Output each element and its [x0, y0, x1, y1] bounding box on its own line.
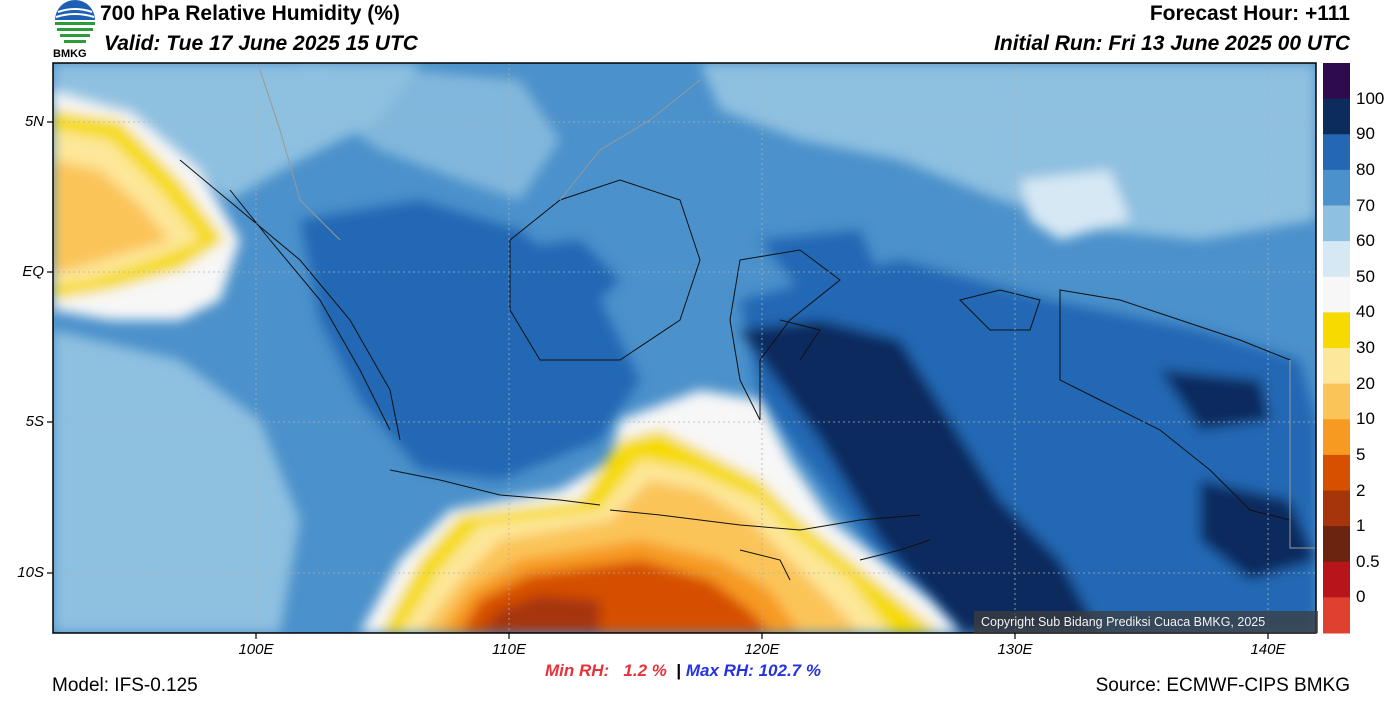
colorbar-label: 0.5 [1356, 551, 1380, 571]
colorbar-swatch [1323, 63, 1350, 100]
colorbar-swatch [1323, 597, 1350, 634]
lon-label-110e: 110E [492, 641, 526, 658]
initial-run: Initial Run: Fri 13 June 2025 00 UTC [994, 32, 1350, 55]
map-frame [52, 62, 1317, 634]
colorbar-swatch [1323, 98, 1350, 135]
colorbar-label: 5 [1356, 444, 1366, 464]
colorbar-label: 10 [1356, 409, 1375, 429]
rh-min-max: Min RH: 1.2 % | Max RH: 102.7 % [545, 661, 821, 681]
colorbar-swatch [1323, 561, 1350, 598]
colorbar-swatch [1323, 169, 1350, 206]
lon-label-130e: 130E [997, 641, 1033, 658]
colorbar-swatch [1323, 205, 1350, 242]
logo-text: BMKG [53, 48, 87, 60]
colorbar-label: 80 [1356, 159, 1375, 179]
colorbar-label: 70 [1356, 195, 1375, 215]
colorbar-label: 0 [1356, 587, 1366, 607]
colorbar-label: 90 [1356, 124, 1375, 144]
colorbar-label: 60 [1356, 231, 1375, 251]
minmax-separator: | [676, 661, 682, 680]
colorbar-swatch [1323, 134, 1350, 171]
model-name: Model: IFS-0.125 [52, 675, 198, 696]
colorbar-label: 30 [1356, 338, 1375, 357]
data-source: Source: ECMWF-CIPS BMKG [1095, 675, 1350, 696]
colorbar-label: 2 [1356, 480, 1366, 500]
lat-label-10s: 10S [17, 564, 44, 581]
colorbar-swatch [1323, 276, 1350, 313]
lon-label-100e: 100E [238, 641, 274, 658]
lat-label-5s: 5S [25, 413, 44, 430]
colorbar-swatch [1323, 454, 1350, 491]
bmkg-logo-icon [55, 0, 95, 43]
colorbar-swatch [1323, 312, 1350, 349]
min-rh-label: Min RH: [545, 661, 610, 680]
colorbar-swatch [1323, 419, 1350, 456]
colorbar-swatch [1323, 241, 1350, 278]
colorbar [1323, 63, 1350, 634]
lat-label-5n: 5N [24, 113, 44, 130]
colorbar-label: 50 [1356, 266, 1375, 286]
colorbar-label: 1 [1356, 516, 1366, 536]
max-rh-label: Max RH: [685, 661, 754, 680]
lon-label-120e: 120E [744, 641, 780, 658]
colorbar-swatch [1323, 383, 1350, 420]
copyright-note: Copyright Sub Bidang Prediksi Cuaca BMKG… [974, 611, 1318, 633]
colorbar-swatch [1323, 526, 1350, 563]
colorbar-swatch [1323, 490, 1350, 527]
colorbar-label: 40 [1356, 302, 1375, 322]
colorbar-label: 20 [1356, 373, 1375, 393]
min-rh-value: 1.2 % [623, 661, 667, 680]
map-title: 700 hPa Relative Humidity (%) [100, 2, 400, 25]
colorbar-label: 100 [1356, 88, 1385, 108]
forecast-hour: Forecast Hour: +111 [1149, 2, 1350, 25]
valid-time: Valid: Tue 17 June 2025 15 UTC [104, 32, 418, 55]
lon-label-140e: 140E [1250, 641, 1286, 658]
colorbar-swatch [1323, 348, 1350, 385]
lat-label-eq: EQ [22, 263, 44, 280]
max-rh-value: 102.7 % [758, 661, 821, 680]
